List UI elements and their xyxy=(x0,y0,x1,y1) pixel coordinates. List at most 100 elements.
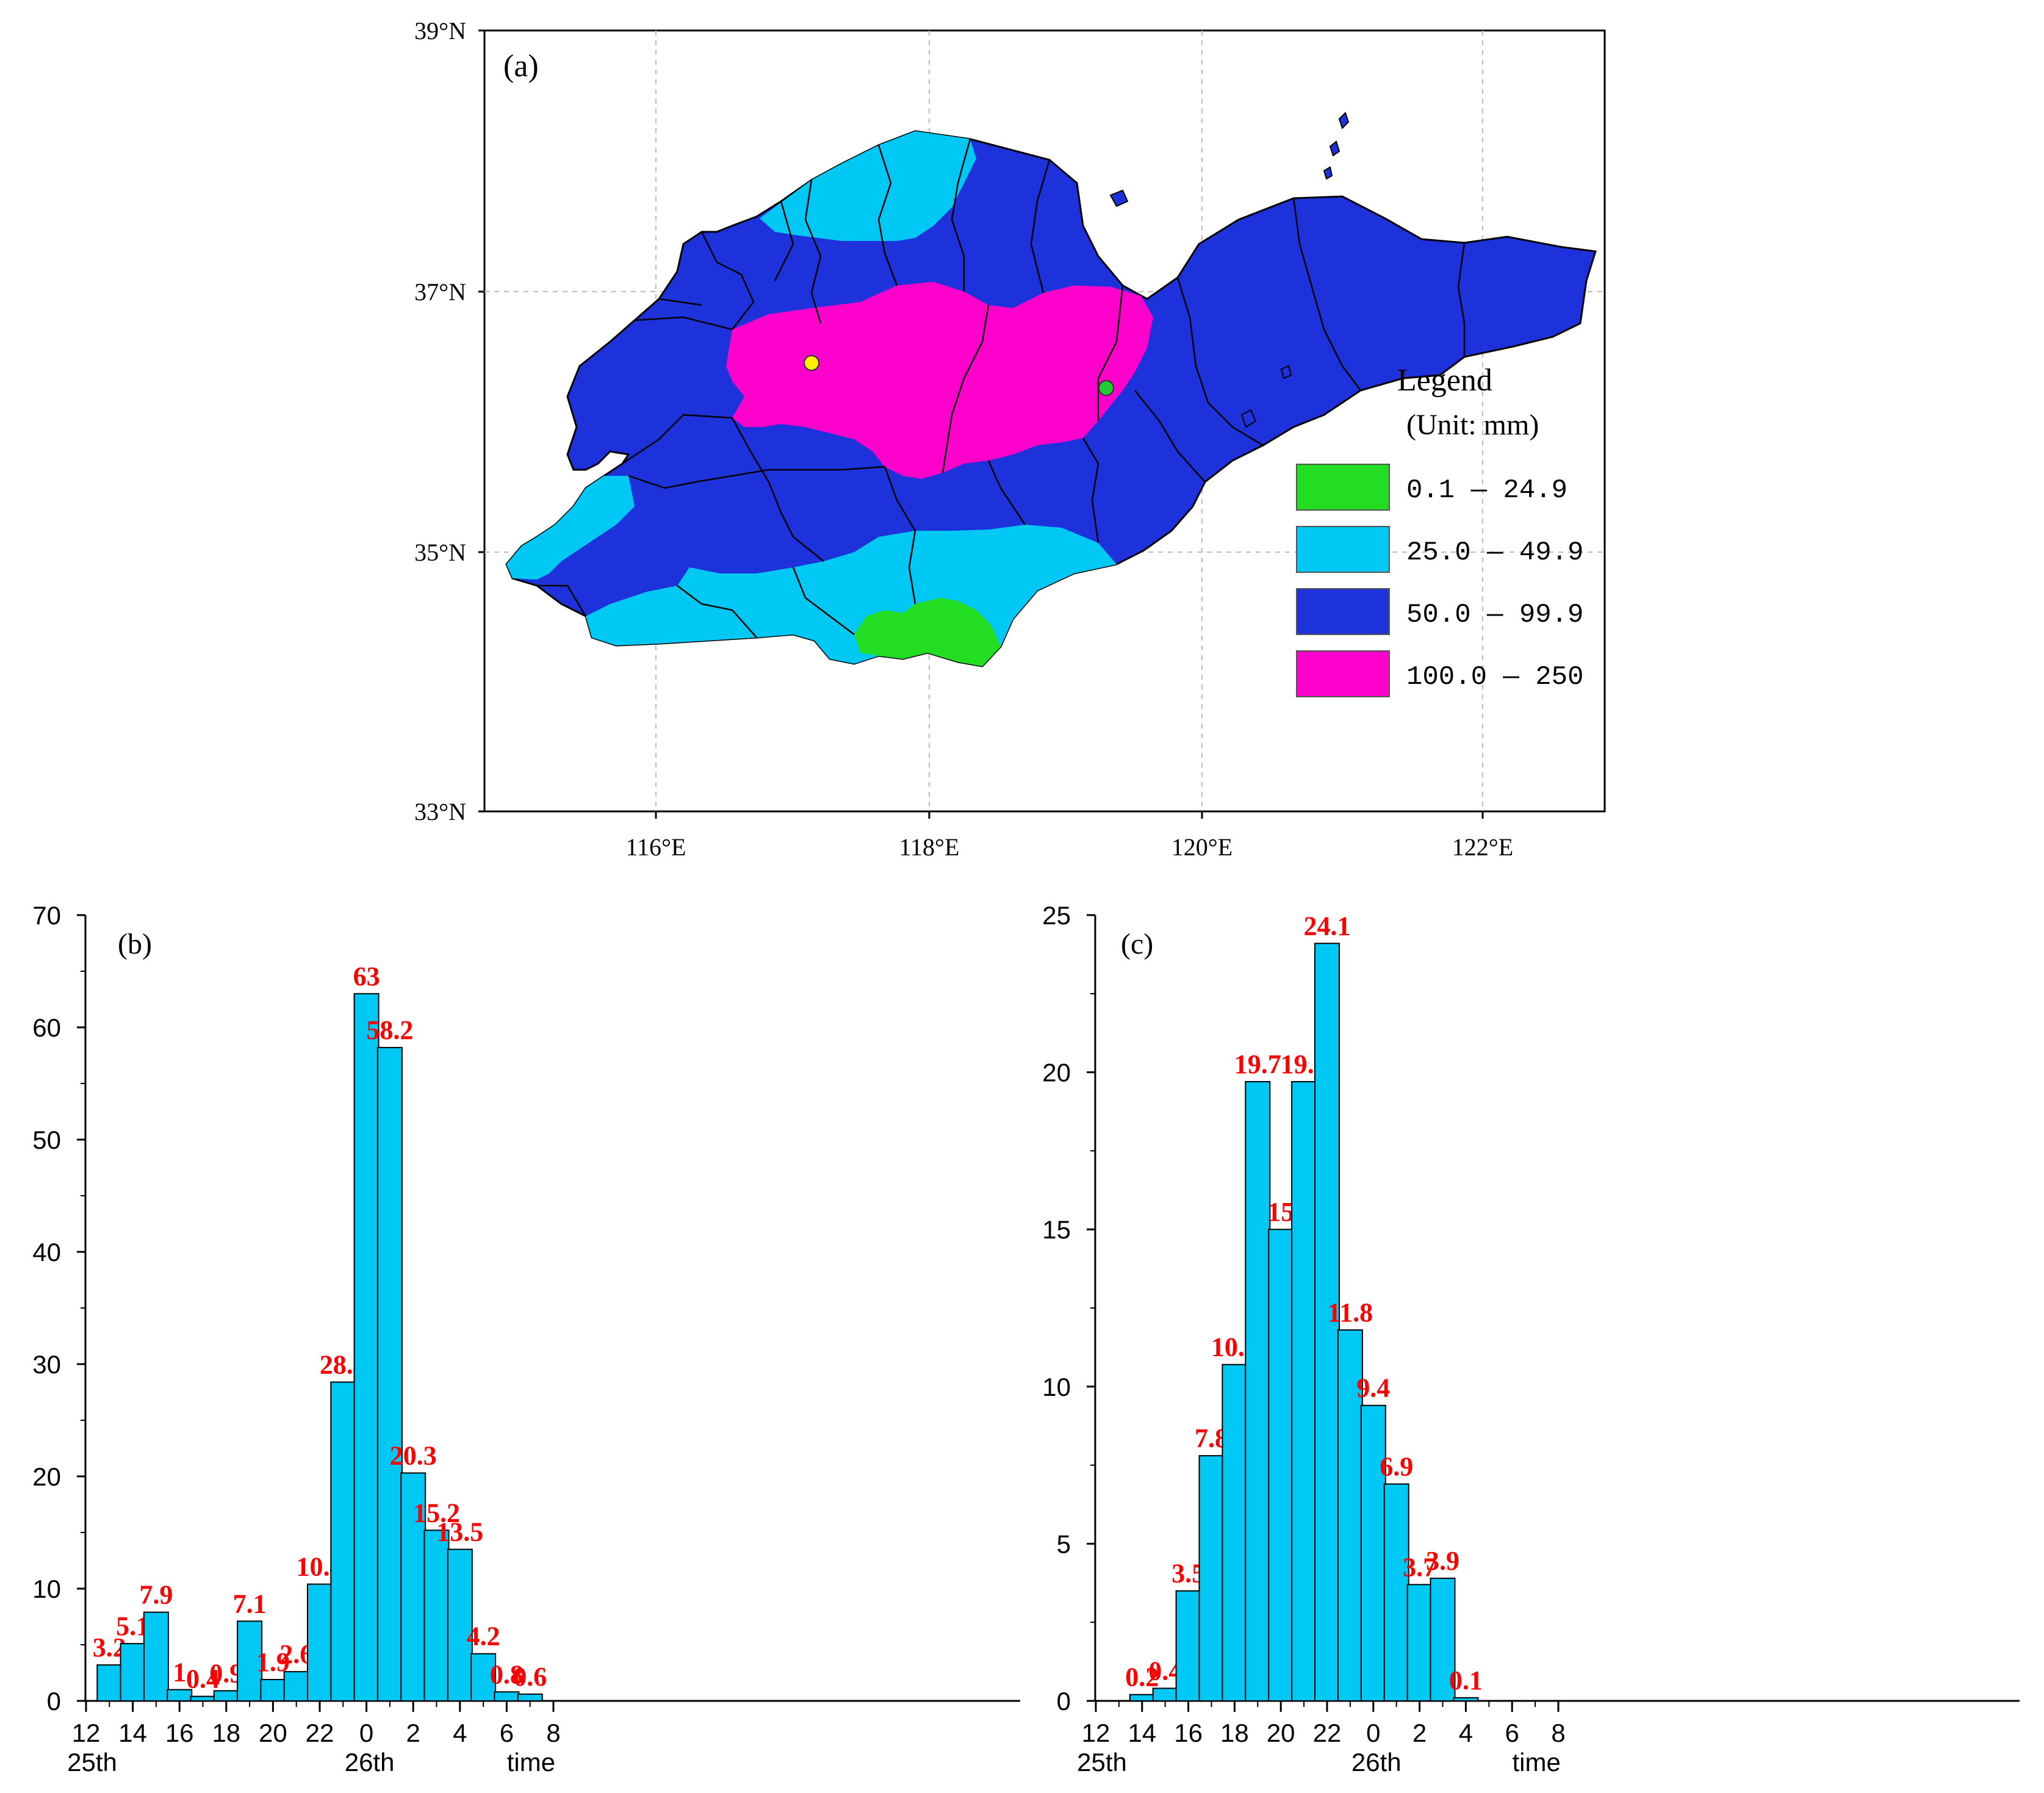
bar-value-label: 58.2 xyxy=(366,1015,413,1045)
map-ticks xyxy=(478,29,1484,819)
region-southwest-light xyxy=(506,476,635,580)
bar-17 xyxy=(190,1695,216,1701)
x-tick-label: 12 xyxy=(72,1719,101,1747)
x-tick-label: 0 xyxy=(1366,1719,1380,1747)
y-tick-label: 40 xyxy=(32,1238,61,1267)
x-tick-label: 4 xyxy=(1459,1719,1473,1747)
bar-value-label: 63 xyxy=(353,961,380,991)
y-tick-label: 10 xyxy=(32,1575,61,1603)
x-axis-title: time xyxy=(1513,1748,1561,1777)
bar-value-label: 0.8 xyxy=(490,1659,524,1689)
panel-b-label: (b) xyxy=(118,928,152,960)
y-tick-label: 60 xyxy=(32,1013,61,1042)
legend-swatch-magenta xyxy=(1296,650,1390,697)
x-tick-label: 18 xyxy=(1220,1719,1249,1747)
bar-19 xyxy=(237,1620,263,1702)
lat-label-33: 33°N xyxy=(414,798,466,825)
y-tick-label: 15 xyxy=(1042,1215,1071,1244)
bar-0 xyxy=(353,993,380,1701)
bar-value-label: 9.4 xyxy=(1356,1373,1390,1403)
province-map xyxy=(505,112,1597,667)
lon-label-120: 120°E xyxy=(1171,833,1233,861)
x-tick-label: 2 xyxy=(406,1719,420,1747)
legend-title: Legend xyxy=(1397,363,1492,398)
panel-c-label: (c) xyxy=(1121,928,1153,960)
x-tick-label: 22 xyxy=(306,1719,334,1747)
y-tick-label: 50 xyxy=(32,1126,61,1154)
bar-value-label: 7.9 xyxy=(139,1580,173,1610)
date-label-25th: 25th xyxy=(67,1748,117,1777)
bar-4 xyxy=(447,1548,473,1702)
x-tick-label: 8 xyxy=(546,1719,560,1747)
bar-3 xyxy=(1430,1578,1456,1702)
bar-value-label: 13.5 xyxy=(436,1517,483,1547)
bar-value-label: 7.1 xyxy=(233,1589,267,1619)
bar-23 xyxy=(1337,1329,1363,1701)
bar-1 xyxy=(1383,1483,1409,1701)
x-tick-label: 14 xyxy=(118,1719,147,1747)
x-tick-label: 0 xyxy=(359,1719,373,1747)
lat-label-39: 39°N xyxy=(414,17,466,45)
bar-value-label: 0.4 xyxy=(186,1664,220,1694)
map-panel: 39°N 37°N 35°N 33°N 116°E 118°E 120°E 12… xyxy=(414,17,1606,861)
x-tick-label: 20 xyxy=(259,1719,287,1747)
x-axis-title: time xyxy=(507,1748,555,1777)
bar-13 xyxy=(96,1664,123,1702)
bar-value-label: 0.1 xyxy=(1449,1665,1483,1695)
x-tick-label: 8 xyxy=(1551,1719,1565,1747)
bar-2 xyxy=(400,1472,426,1701)
bar-20 xyxy=(1268,1229,1294,1701)
bar-value-label: 15.2 xyxy=(413,1498,460,1528)
bar-value-label: 11.8 xyxy=(1328,1298,1373,1328)
y-tick-label: 20 xyxy=(1042,1058,1071,1087)
bar-15 xyxy=(143,1611,169,1701)
bar-15 xyxy=(1152,1687,1178,1702)
bar-20 xyxy=(260,1679,286,1702)
bar-value-label: 3.7 xyxy=(1403,1552,1436,1582)
bar-value-label: 3.9 xyxy=(1426,1546,1459,1576)
lon-label-118: 118°E xyxy=(899,833,960,861)
lat-label-35: 35°N xyxy=(414,539,466,566)
bar-value-label: 15 xyxy=(1267,1197,1294,1227)
map-legend: Legend (Unit: mm) 0.1 — 24.9 25.0 — 49.9… xyxy=(1296,363,1583,697)
x-tick-label: 16 xyxy=(165,1719,194,1747)
bar-23 xyxy=(330,1381,356,1701)
date-label-26th: 26th xyxy=(345,1748,395,1777)
legend-swatch-dark-blue xyxy=(1296,588,1390,635)
bar-value-label: 19.7 xyxy=(1234,1049,1281,1079)
region-center-magenta xyxy=(726,282,1153,479)
x-tick-label: 20 xyxy=(1267,1719,1295,1747)
bar-value-label: 20.3 xyxy=(390,1440,437,1470)
legend-swatch-light-blue xyxy=(1296,526,1390,573)
bar-14 xyxy=(120,1643,146,1701)
y-tick-label: 25 xyxy=(1042,901,1071,930)
date-label-26th: 26th xyxy=(1351,1748,1402,1777)
x-tick-label: 2 xyxy=(1412,1719,1427,1747)
bar-19 xyxy=(1245,1081,1271,1701)
bar-16 xyxy=(167,1689,193,1702)
x-tick-label: 18 xyxy=(212,1719,240,1747)
bar-value-label: 0.2 xyxy=(1125,1662,1159,1692)
legend-label-dark-blue: 50.0 — 99.9 xyxy=(1406,600,1583,630)
internal-boundaries xyxy=(537,138,1466,638)
bar-2 xyxy=(1406,1584,1433,1701)
bar-22 xyxy=(1314,943,1340,1701)
y-tick-label: 0 xyxy=(1057,1687,1071,1716)
region-south-green xyxy=(854,598,1001,666)
station-point-yellow xyxy=(804,355,819,371)
x-tick-label: 4 xyxy=(453,1719,467,1747)
bar-18 xyxy=(213,1690,239,1701)
islands xyxy=(1109,112,1350,428)
legend-label-magenta: 100.0 — 250 xyxy=(1406,662,1583,692)
bar-18 xyxy=(1222,1364,1248,1702)
bar-14 xyxy=(1129,1694,1155,1702)
bar-1 xyxy=(376,1047,403,1701)
x-tick-label: 6 xyxy=(1505,1719,1519,1747)
legend-unit: (Unit: mm) xyxy=(1406,409,1539,441)
bar-value-label: 0.6 xyxy=(513,1662,547,1692)
bar-value-label: 6.9 xyxy=(1380,1452,1413,1482)
x-tick-label: 6 xyxy=(500,1719,514,1747)
lon-label-116: 116°E xyxy=(626,833,686,861)
y-tick-label: 20 xyxy=(32,1462,61,1491)
